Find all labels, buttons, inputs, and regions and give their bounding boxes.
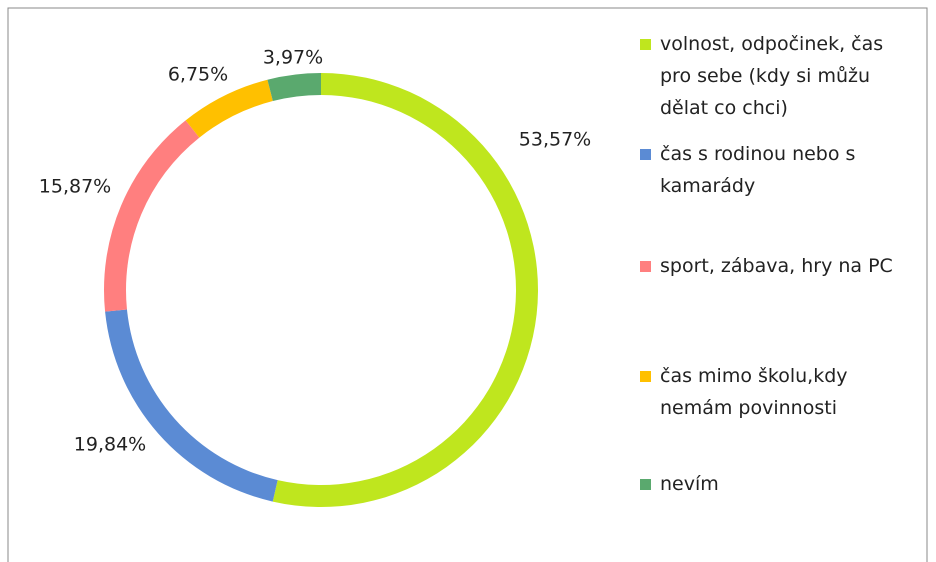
chart-frame: [7, 7, 928, 562]
legend-swatch: [640, 149, 651, 160]
data-label: 15,87%: [39, 176, 111, 198]
legend-swatch: [640, 261, 651, 272]
donut-segment: [185, 79, 273, 138]
legend-item: nevím: [640, 468, 910, 500]
donut-segment: [105, 309, 278, 502]
legend-label: nevím: [660, 473, 719, 495]
legend-label: čas mimo školu,kdy nemám povinnosti: [660, 365, 848, 419]
legend-item: sport, zábava, hry na PC: [640, 250, 910, 282]
donut-segment: [272, 73, 538, 507]
data-label: 3,97%: [263, 47, 323, 69]
donut-segment: [267, 73, 321, 102]
data-label: 6,75%: [168, 64, 228, 86]
data-label: 19,84%: [74, 434, 146, 456]
legend-label: volnost, odpočinek, čas pro sebe (kdy si…: [660, 33, 884, 119]
donut-segment: [104, 120, 200, 312]
legend-label: čas s rodinou nebo s kamarády: [660, 143, 856, 197]
legend-item: čas mimo školu,kdy nemám povinnosti: [640, 360, 910, 424]
legend-item: volnost, odpočinek, čas pro sebe (kdy si…: [640, 28, 910, 124]
legend-swatch: [640, 39, 651, 50]
legend-swatch: [640, 371, 651, 382]
legend-item: čas s rodinou nebo s kamarády: [640, 138, 910, 202]
data-label: 53,57%: [519, 129, 591, 151]
legend-label: sport, zábava, hry na PC: [660, 255, 893, 277]
legend-swatch: [640, 479, 651, 490]
